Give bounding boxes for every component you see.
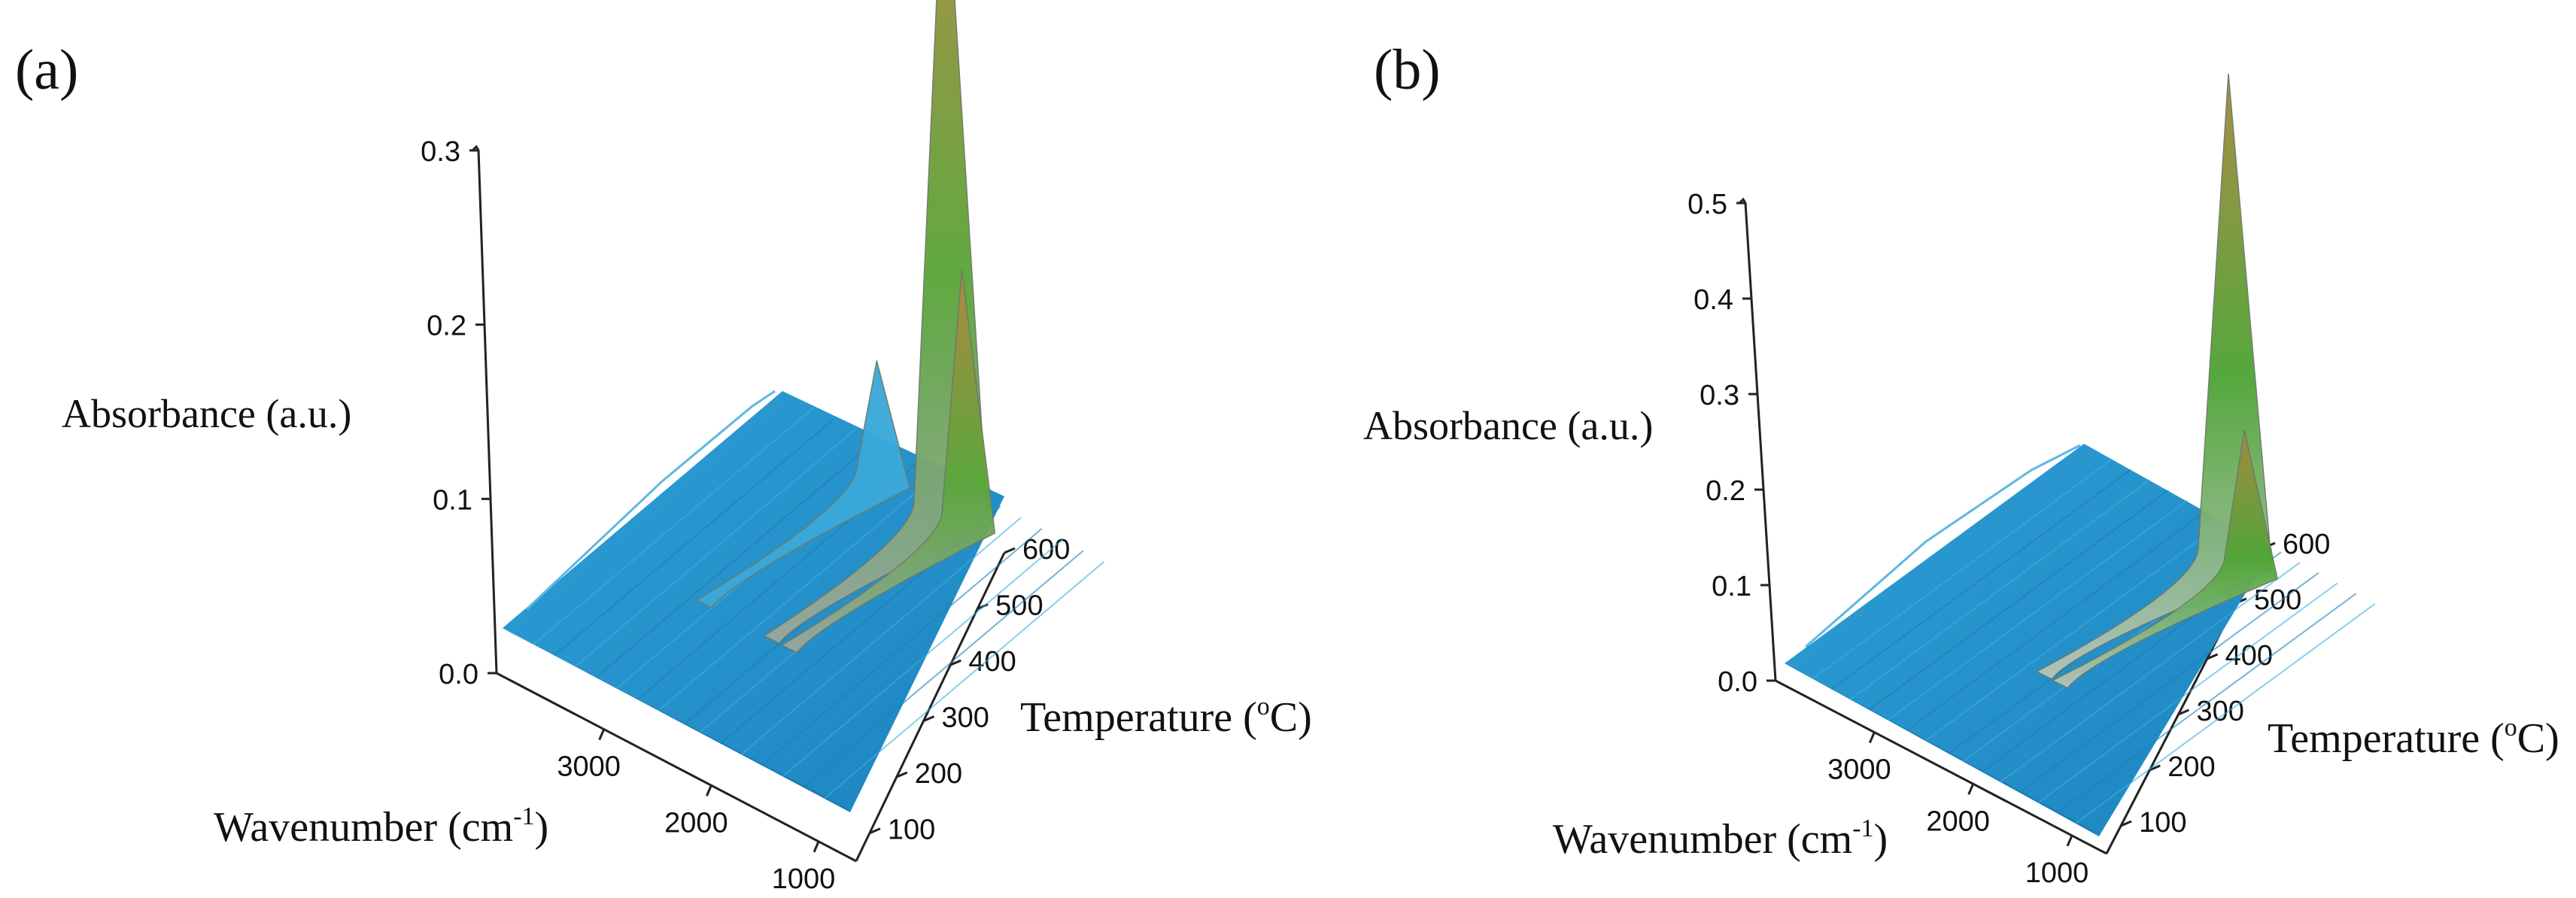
y-tick-label: 600 bbox=[2283, 529, 2330, 560]
surface-stripe bbox=[740, 517, 1022, 755]
surface-stripe bbox=[595, 440, 876, 678]
y-tick-label: 200 bbox=[2167, 751, 2215, 783]
panel-label-a: (a) bbox=[15, 38, 78, 102]
x-tick-mark bbox=[598, 729, 606, 741]
peak bbox=[695, 360, 911, 608]
surface-stripe bbox=[1906, 510, 2207, 732]
x-tick-label: 1000 bbox=[772, 863, 836, 895]
x-ticks-a: 3000 2000 1000 bbox=[557, 729, 836, 895]
z-tick-label: 0.1 bbox=[433, 484, 472, 516]
y-tick-mark bbox=[2207, 653, 2219, 660]
y-tick-mark bbox=[869, 827, 881, 835]
surface-stripe bbox=[2037, 582, 2338, 804]
y-axis-label-b: Temperature (oC) bbox=[2268, 714, 2559, 762]
z-tick-label: 0.3 bbox=[1700, 380, 1739, 411]
y-tick-mark bbox=[1004, 547, 1016, 554]
x-tick-label: 2000 bbox=[1926, 805, 1990, 837]
peak bbox=[780, 269, 996, 654]
surface-stripe bbox=[803, 550, 1084, 788]
z-tick-label: 0.5 bbox=[1687, 189, 1727, 220]
x-tick-label: 2000 bbox=[664, 807, 728, 839]
y-tick-label: 500 bbox=[2254, 584, 2301, 616]
y-tick-mark bbox=[896, 771, 908, 778]
y-tick-label: 400 bbox=[968, 646, 1016, 678]
base-front-edge-b bbox=[1775, 679, 2107, 855]
panel-b: (b) Absorbance (a.u.) 0.0 0.1 0.2 0.3 0.4 0.5… bbox=[1363, 38, 2559, 889]
x-axis-label-a: Wavenumber (cm-1) bbox=[214, 802, 548, 851]
z-axis-label-a: Absorbance (a.u.) bbox=[62, 391, 351, 436]
surface-plane-b bbox=[1785, 444, 2272, 836]
surface-stripe bbox=[2075, 603, 2376, 824]
y-tick-mark bbox=[2149, 764, 2161, 772]
z-tick-label: 0.3 bbox=[421, 136, 460, 168]
surface-stripe bbox=[574, 429, 856, 667]
z-axis-b bbox=[1738, 197, 1777, 681]
surface-stripe bbox=[533, 407, 815, 645]
y-tick-label: 100 bbox=[888, 815, 935, 846]
z-tick-label: 0.4 bbox=[1694, 284, 1733, 316]
x-tick-label: 1000 bbox=[2025, 857, 2089, 889]
surface-shadow-b bbox=[1785, 663, 2099, 836]
peak bbox=[2051, 429, 2279, 689]
surface-stripe bbox=[782, 538, 1064, 778]
x-tick-mark bbox=[813, 841, 820, 853]
x-axis-label-b: Wavenumber (cm-1) bbox=[1553, 815, 1888, 863]
surface-ridge-b bbox=[1805, 444, 2081, 648]
base-front-edge-a bbox=[496, 672, 857, 863]
surface-shadow-a bbox=[503, 628, 850, 812]
surface-stripe bbox=[658, 472, 939, 711]
panel-a: (a) Absorbance (a.u.) 0.0 0.1 0.2 0.3 3000 2… bbox=[15, 0, 1312, 895]
surface-stripe bbox=[1868, 489, 2169, 711]
x-tick-label: 3000 bbox=[557, 751, 621, 783]
y-tick-mark bbox=[922, 715, 935, 723]
z-tick-label: 0.2 bbox=[1706, 475, 1745, 507]
surface-stripe bbox=[1887, 499, 2188, 721]
x-tick-mark bbox=[1868, 732, 1876, 744]
y-tick-label: 300 bbox=[942, 702, 989, 734]
y-tick-label: 500 bbox=[995, 590, 1043, 622]
surface-stripe bbox=[1830, 469, 2131, 690]
surface-ridge-a bbox=[525, 390, 776, 611]
surface-stripe bbox=[1812, 458, 2113, 680]
surface-stripe bbox=[1849, 479, 2150, 700]
x-tick-mark bbox=[2066, 835, 2073, 847]
z-ticks-b: 0.0 0.1 0.2 0.3 0.4 0.5 bbox=[1687, 189, 1776, 698]
x-tick-label: 3000 bbox=[1827, 754, 1891, 786]
peaks-a bbox=[695, 0, 996, 654]
x-tick-mark bbox=[1967, 783, 1975, 795]
z-tick-label: 0.0 bbox=[439, 659, 478, 690]
y-tick-mark bbox=[2120, 820, 2132, 827]
surface-stripe bbox=[2019, 572, 2319, 793]
y-tick-label: 200 bbox=[915, 758, 962, 790]
surface-stripe bbox=[823, 560, 1105, 799]
z-tick-label: 0.2 bbox=[427, 311, 466, 342]
y-tick-mark bbox=[2177, 708, 2190, 716]
panel-label-b: (b) bbox=[1374, 38, 1441, 102]
y-axis-label-a: Temperature (oC) bbox=[1020, 693, 1312, 741]
y-tick-label: 300 bbox=[2196, 696, 2243, 727]
y-tick-label: 100 bbox=[2139, 807, 2186, 839]
y-tick-label: 400 bbox=[2225, 640, 2273, 672]
z-axis-label-b: Absorbance (a.u.) bbox=[1363, 403, 1653, 448]
z-tick-label: 0.1 bbox=[1712, 571, 1751, 602]
z-tick-label: 0.0 bbox=[1718, 666, 1757, 698]
surface-stripe bbox=[2000, 562, 2301, 783]
z-axis-a bbox=[471, 144, 498, 674]
x-tick-mark bbox=[705, 784, 712, 796]
y-ticks-b: 100 200 300 400 500 600 bbox=[2120, 529, 2330, 839]
peaks-b bbox=[2035, 73, 2279, 689]
x-ticks-b: 3000 2000 1000 bbox=[1827, 732, 2089, 889]
surface-stripe bbox=[1924, 520, 2225, 742]
surface-stripe bbox=[554, 417, 835, 657]
y-tick-mark bbox=[949, 659, 961, 666]
base-right-edge-a bbox=[855, 552, 1006, 862]
surface-stripe bbox=[761, 528, 1043, 766]
z-ticks-a: 0.0 0.1 0.2 0.3 bbox=[421, 136, 497, 690]
surface-stripe bbox=[2056, 593, 2357, 814]
